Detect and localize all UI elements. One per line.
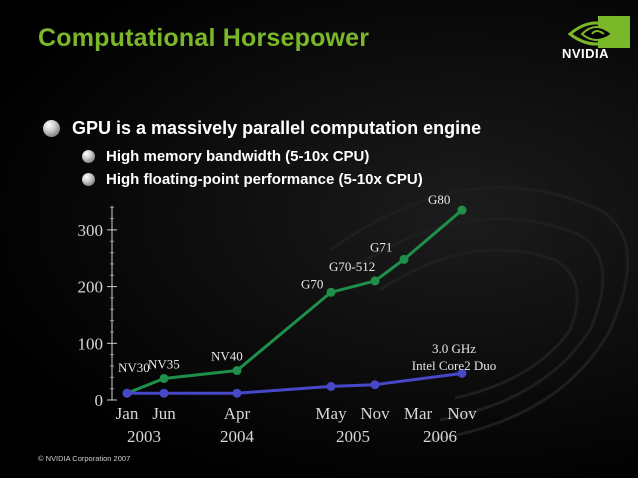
x-tick-label: Apr: [224, 404, 251, 423]
nvidia-eye-logo-icon: [567, 16, 630, 48]
point-label: G70-512: [329, 259, 375, 274]
data-point-gpu: [232, 366, 242, 376]
point-label: NV35: [148, 356, 180, 371]
y-tick-label: 200: [78, 278, 104, 297]
data-point-gpu: [326, 287, 336, 297]
x-tick-label: Nov: [360, 404, 390, 423]
bullet-sphere-icon: [82, 150, 95, 163]
data-point-cpu: [326, 381, 336, 391]
cpu-annotation-line-2: Intel Core2 Duo: [412, 358, 496, 373]
point-label: NV30: [118, 360, 150, 375]
series-line-cpu: [127, 371, 463, 395]
data-point-cpu: [159, 388, 169, 398]
bullet-main: GPU is a massively parallel computation …: [72, 118, 482, 138]
point-label: G71: [370, 239, 392, 254]
data-point-cpu: [457, 368, 467, 378]
data-point-cpu: [232, 388, 242, 398]
cpu-annotation-line-1: 3.0 GHz: [432, 341, 476, 356]
data-point-gpu: [159, 373, 169, 383]
y-tick-label: 100: [78, 334, 104, 353]
point-label: G80: [428, 192, 450, 207]
x-year-label: 2003: [127, 427, 161, 446]
x-tick-label: Nov: [447, 404, 477, 423]
x-year-label: 2006: [423, 427, 457, 446]
x-tick-label: Jan: [116, 404, 139, 423]
bullet-sub-flops: High floating-point performance (5-10x C…: [106, 171, 423, 188]
data-point-gpu: [399, 254, 409, 264]
bullet-sub-bandwidth: High memory bandwidth (5-10x CPU): [106, 148, 370, 165]
x-tick-label: May: [315, 404, 347, 423]
copyright-footer: © NVIDIA Corporation 2007: [38, 454, 131, 463]
y-axis-ticks: 0 100 200 300: [78, 206, 117, 410]
data-point-gpu: [370, 276, 380, 286]
point-label: NV40: [211, 349, 243, 364]
x-axis-labels: Jan Jun Apr May Nov Mar Nov 2003 2004 2005 2006: [116, 404, 477, 446]
data-point-cpu: [122, 388, 132, 398]
bullet-sphere-icon: [82, 173, 95, 186]
x-tick-label: Jun: [152, 404, 176, 423]
nvidia-wordmark: NVIDIA: [562, 46, 610, 61]
point-label: G70: [301, 276, 323, 291]
y-tick-label: 0: [95, 391, 104, 410]
bullet-sphere-icon: [43, 120, 60, 137]
x-year-label: 2005: [336, 427, 370, 446]
x-tick-label: Mar: [404, 404, 433, 423]
slide-title: Computational Horsepower: [38, 24, 370, 52]
data-point-gpu: [457, 205, 467, 215]
y-tick-label: 300: [78, 221, 104, 240]
x-year-label: 2004: [220, 427, 255, 446]
series-points: [122, 205, 467, 398]
data-point-cpu: [370, 380, 380, 390]
